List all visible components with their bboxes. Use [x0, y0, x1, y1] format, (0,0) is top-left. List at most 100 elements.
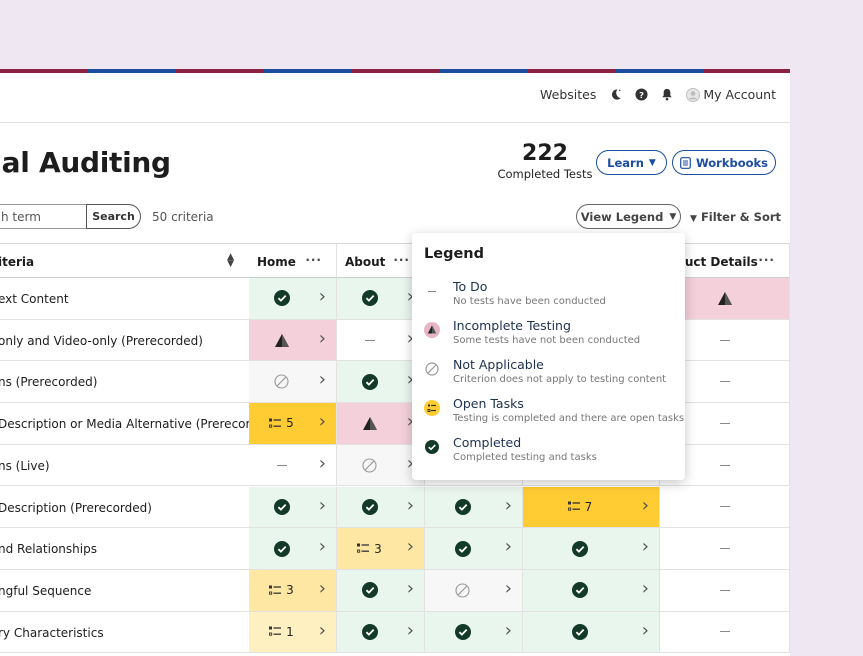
check-circle-icon: [454, 498, 471, 515]
column-header[interactable]: About ···: [337, 243, 425, 278]
chevron-right-icon[interactable]: ›: [406, 369, 414, 391]
legend-item-not-applicable: Not Applicable Criterion does not apply …: [424, 357, 684, 393]
completed-count: 222: [522, 141, 568, 166]
chevron-right-icon[interactable]: ›: [318, 411, 326, 433]
status-cell-done[interactable]: ›: [425, 528, 523, 570]
help-icon[interactable]: ?: [634, 88, 648, 102]
status-cell-done[interactable]: ›: [249, 486, 337, 529]
status-cell-todo[interactable]: [660, 611, 790, 654]
sort-icon[interactable]: ▲ ▼: [227, 252, 235, 269]
chevron-right-icon[interactable]: ›: [318, 619, 326, 641]
criterion-name-cell[interactable]: ns (Live): [0, 444, 250, 487]
criterion-name-cell[interactable]: Description or Media Alternative (Prerec…: [0, 403, 261, 445]
chevron-right-icon[interactable]: ›: [318, 286, 326, 307]
dash-icon: [719, 422, 730, 424]
legend-item-desc: Criterion does not apply to testing cont…: [453, 374, 667, 385]
websites-link[interactable]: Websites: [540, 87, 597, 102]
status-cell-todo[interactable]: [660, 569, 790, 612]
chevron-right-icon[interactable]: ›: [504, 577, 512, 599]
column-menu-icon[interactable]: ···: [393, 253, 410, 267]
status-cell-done[interactable]: ›: [523, 611, 660, 654]
search-button[interactable]: Search: [86, 204, 141, 229]
status-cell-todo[interactable]: ›: [337, 319, 425, 362]
criterion-name-cell[interactable]: ry Characteristics: [0, 611, 250, 654]
filter-sort-button[interactable]: ▼ Filter & Sort: [690, 210, 781, 224]
column-menu-icon[interactable]: ···: [305, 253, 322, 267]
chevron-right-icon[interactable]: ›: [406, 494, 414, 516]
tasks-icon: [269, 418, 282, 429]
criterion-name-cell[interactable]: Description (Prerecorded): [0, 486, 250, 529]
status-cell-done[interactable]: ›: [337, 278, 425, 320]
view-legend-button[interactable]: View Legend ▼: [576, 204, 681, 229]
criterion-name-cell[interactable]: ngful Sequence: [0, 569, 250, 612]
status-cell-na[interactable]: ›: [337, 444, 425, 487]
status-cell-inc[interactable]: ›: [249, 319, 337, 362]
status-cell-done[interactable]: ›: [337, 361, 425, 404]
bell-icon[interactable]: [660, 88, 674, 102]
status-cell-todo[interactable]: [660, 528, 790, 570]
legend-item-desc: Some tests have not been conducted: [453, 335, 641, 346]
account-menu[interactable]: My Account: [686, 87, 776, 102]
criterion-name-cell[interactable]: only and Video-only (Prerecorded): [0, 319, 250, 362]
chevron-right-icon[interactable]: ›: [504, 536, 512, 558]
status-cell-done[interactable]: ›: [425, 611, 523, 654]
chevron-right-icon[interactable]: ›: [406, 619, 414, 641]
task-count: 7: [584, 499, 593, 514]
task-count: 5: [286, 416, 294, 431]
chevron-right-icon[interactable]: ›: [318, 494, 326, 516]
chevron-right-icon[interactable]: ›: [406, 452, 414, 474]
status-cell-task[interactable]: 5 ›: [249, 403, 337, 445]
search-input[interactable]: [0, 205, 89, 229]
criterion-name-cell[interactable]: ns (Prerecorded): [0, 361, 250, 404]
workbooks-button[interactable]: Workbooks: [672, 150, 776, 175]
chevron-right-icon[interactable]: ›: [641, 619, 649, 641]
caret-down-icon: ▼: [648, 157, 656, 168]
status-glyph: [660, 570, 789, 611]
status-cell-na[interactable]: ›: [425, 569, 523, 612]
learn-button[interactable]: Learn ▼: [596, 150, 667, 175]
chevron-right-icon[interactable]: ›: [318, 452, 326, 474]
chevron-right-icon[interactable]: ›: [504, 619, 512, 641]
chevron-right-icon[interactable]: ›: [504, 494, 512, 516]
status-cell-tasklt[interactable]: 3 ›: [337, 528, 425, 570]
chevron-right-icon[interactable]: ›: [406, 286, 414, 307]
moon-icon[interactable]: [608, 88, 622, 102]
chevron-right-icon[interactable]: ›: [406, 536, 414, 558]
check-circle-icon: [572, 540, 588, 557]
status-cell-tasklt[interactable]: 3 ›: [249, 569, 337, 612]
status-cell-task2[interactable]: 1 ›: [249, 611, 337, 654]
status-cell-todo[interactable]: ›: [249, 444, 337, 487]
chevron-right-icon[interactable]: ›: [318, 536, 326, 558]
table-row: nd Relationships › 3 › › ›: [0, 528, 790, 570]
criterion-name-cell[interactable]: ext Content: [0, 278, 250, 320]
chevron-right-icon[interactable]: ›: [406, 577, 414, 599]
status-cell-inc[interactable]: ›: [337, 403, 425, 445]
status-glyph: [425, 570, 500, 611]
status-cell-na[interactable]: ›: [249, 361, 337, 404]
chevron-right-icon[interactable]: ›: [406, 327, 414, 349]
chevron-right-icon[interactable]: ›: [641, 494, 649, 516]
column-header[interactable]: Home ···: [249, 243, 337, 278]
criterion-name: Description or Media Alternative (Prerec…: [0, 417, 261, 432]
status-cell-done[interactable]: ›: [249, 278, 337, 320]
status-cell-done[interactable]: ›: [523, 569, 660, 612]
workbooks-label: Workbooks: [695, 155, 769, 170]
chevron-right-icon[interactable]: ›: [318, 327, 326, 349]
status-cell-task[interactable]: 7 ›: [523, 486, 660, 529]
status-cell-done[interactable]: ›: [425, 486, 523, 529]
chevron-right-icon[interactable]: ›: [406, 411, 414, 433]
chevron-right-icon[interactable]: ›: [318, 577, 326, 599]
status-cell-done[interactable]: ›: [249, 528, 337, 570]
legend-item-desc: Testing is completed and there are open …: [453, 413, 685, 424]
chevron-right-icon[interactable]: ›: [641, 536, 649, 558]
status-cell-done[interactable]: ›: [523, 528, 660, 570]
chevron-right-icon[interactable]: ›: [641, 577, 649, 599]
status-cell-done[interactable]: ›: [337, 611, 425, 654]
status-cell-done[interactable]: ›: [337, 569, 425, 612]
column-menu-icon[interactable]: ···: [758, 253, 775, 267]
criterion-name-cell[interactable]: nd Relationships: [0, 528, 250, 570]
criterion-name: ns (Live): [0, 458, 50, 473]
chevron-right-icon[interactable]: ›: [318, 369, 326, 391]
status-cell-todo[interactable]: [660, 486, 790, 529]
status-cell-done[interactable]: ›: [337, 486, 425, 529]
